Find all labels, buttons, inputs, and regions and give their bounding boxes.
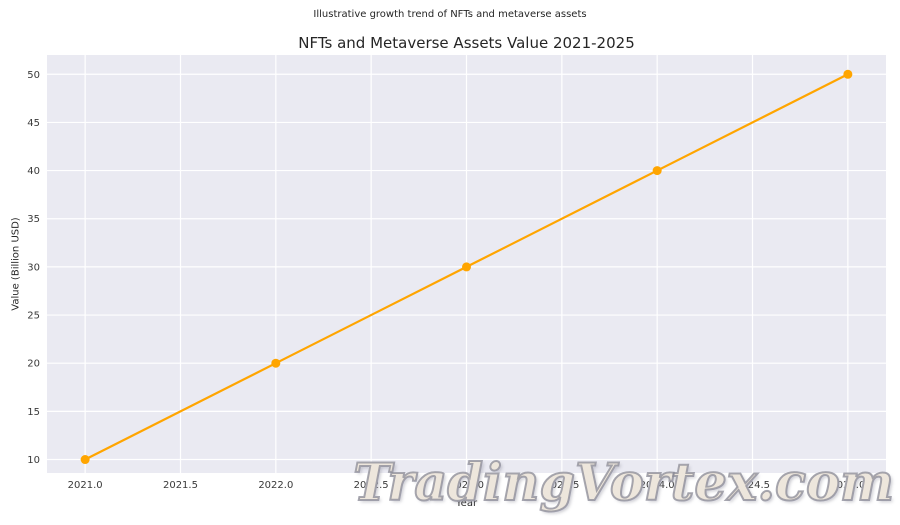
- x-tick-label: 2025.0: [830, 480, 865, 491]
- y-tick-label: 30: [27, 262, 40, 273]
- y-tick-label: 10: [27, 455, 40, 466]
- data-point-marker: [80, 455, 90, 465]
- x-tick-label: 2022.5: [354, 480, 389, 491]
- data-point-marker: [652, 166, 662, 176]
- y-tick-label: 25: [27, 311, 40, 322]
- chart-title: NFTs and Metaverse Assets Value 2021-202…: [298, 34, 635, 52]
- y-tick-label: 40: [27, 166, 40, 177]
- x-tick-label: 2024.5: [735, 480, 770, 491]
- x-axis-label: Year: [455, 498, 478, 509]
- x-tick-label: 2024.0: [640, 480, 675, 491]
- data-point-marker: [271, 358, 281, 368]
- data-point-marker: [843, 69, 853, 79]
- y-tick-label: 35: [27, 214, 40, 225]
- y-tick-label: 50: [27, 70, 40, 81]
- y-tick-label: 45: [27, 118, 40, 129]
- chart-subtitle: Illustrative growth trend of NFTs and me…: [313, 9, 587, 20]
- x-tick-label: 2021.5: [163, 480, 198, 491]
- x-tick-label: 2023.0: [449, 480, 484, 491]
- x-tick-label: 2021.0: [68, 480, 103, 491]
- y-tick-label: 20: [27, 359, 40, 370]
- x-tick-label: 2022.0: [258, 480, 293, 491]
- y-axis-label: Value (Billion USD): [10, 217, 22, 311]
- x-tick-label: 2023.5: [544, 480, 579, 491]
- y-tick-label: 15: [27, 407, 40, 418]
- data-point-marker: [462, 262, 471, 272]
